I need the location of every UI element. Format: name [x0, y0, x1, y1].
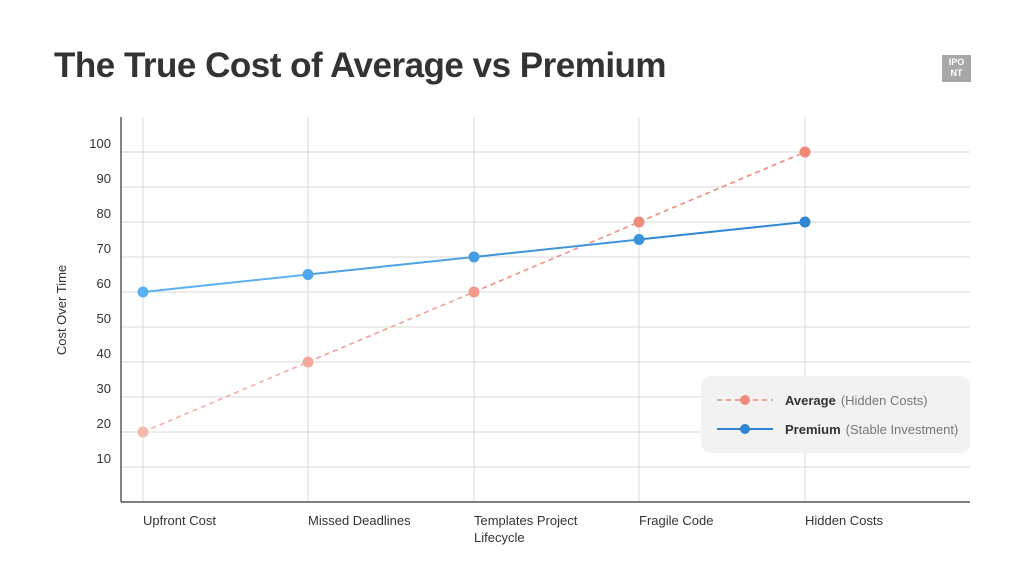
premium-segment-0: [142, 273, 309, 293]
average-segment-3: [638, 151, 806, 223]
premium-segment-3: [638, 221, 806, 241]
legend-swatch-average: [717, 395, 773, 405]
legend-item-average: Average (Hidden Costs): [717, 390, 928, 410]
average-segment-2: [473, 221, 640, 293]
premium-point-2: [468, 251, 480, 263]
premium-point-3: [633, 234, 645, 245]
x-tick-label-4: Hidden Costs: [805, 513, 884, 528]
legend-average-desc: (Hidden Costs): [840, 392, 928, 408]
grid: [121, 117, 970, 502]
x-tick-label-0: Upfront Cost: [143, 513, 216, 528]
axes: 10 20 30 40 50 60 70 80 90 100 Upfront Cost Missed …: [54, 117, 970, 545]
y-tick-label-90: 90: [97, 171, 111, 186]
premium-point-4: [799, 216, 811, 228]
y-axis-label: Cost Over Time: [54, 265, 69, 355]
y-tick-label-20: 20: [97, 416, 111, 431]
y-tick-label-30: 30: [97, 381, 111, 396]
y-tick-label-40: 40: [97, 346, 111, 361]
y-tick-label-50: 50: [97, 311, 111, 326]
x-tick-label-3: Fragile Code: [639, 513, 713, 528]
logo: IPO NT: [942, 55, 971, 82]
average-point-0: [137, 426, 149, 438]
average-point-4: [799, 146, 811, 158]
legend-item-premium: Premium (Stable Investment): [717, 419, 958, 439]
y-tick-label-10: 10: [97, 451, 111, 466]
legend-average-name: Average: [785, 392, 836, 408]
legend-premium-name: Premium: [785, 421, 841, 437]
average-point-3: [633, 216, 645, 228]
chart-title: The True Cost of Average vs Premium: [54, 46, 667, 85]
average-point-1: [302, 356, 314, 368]
average-point-2: [468, 286, 480, 298]
series: [137, 146, 811, 438]
legend-premium-desc: (Stable Investment): [845, 421, 959, 437]
x-tick-label-2: Templates Project Lifecycle: [474, 513, 578, 545]
premium-segment-2: [473, 238, 640, 258]
x-tick-label-1: Missed Deadlines: [308, 513, 411, 528]
premium-point-0: [137, 286, 149, 298]
premium-point-1: [302, 269, 314, 280]
legend-swatch-premium: [717, 424, 773, 434]
y-tick-label-80: 80: [97, 206, 111, 221]
y-tick-label-60: 60: [97, 276, 111, 291]
average-segment-0: [142, 361, 309, 433]
y-tick-label-100: 100: [89, 136, 111, 151]
y-tick-label-70: 70: [97, 241, 111, 256]
legend: Average (Hidden Costs) Premium (Stable I…: [701, 376, 970, 453]
premium-segment-1: [307, 256, 475, 276]
average-segment-1: [307, 291, 475, 363]
